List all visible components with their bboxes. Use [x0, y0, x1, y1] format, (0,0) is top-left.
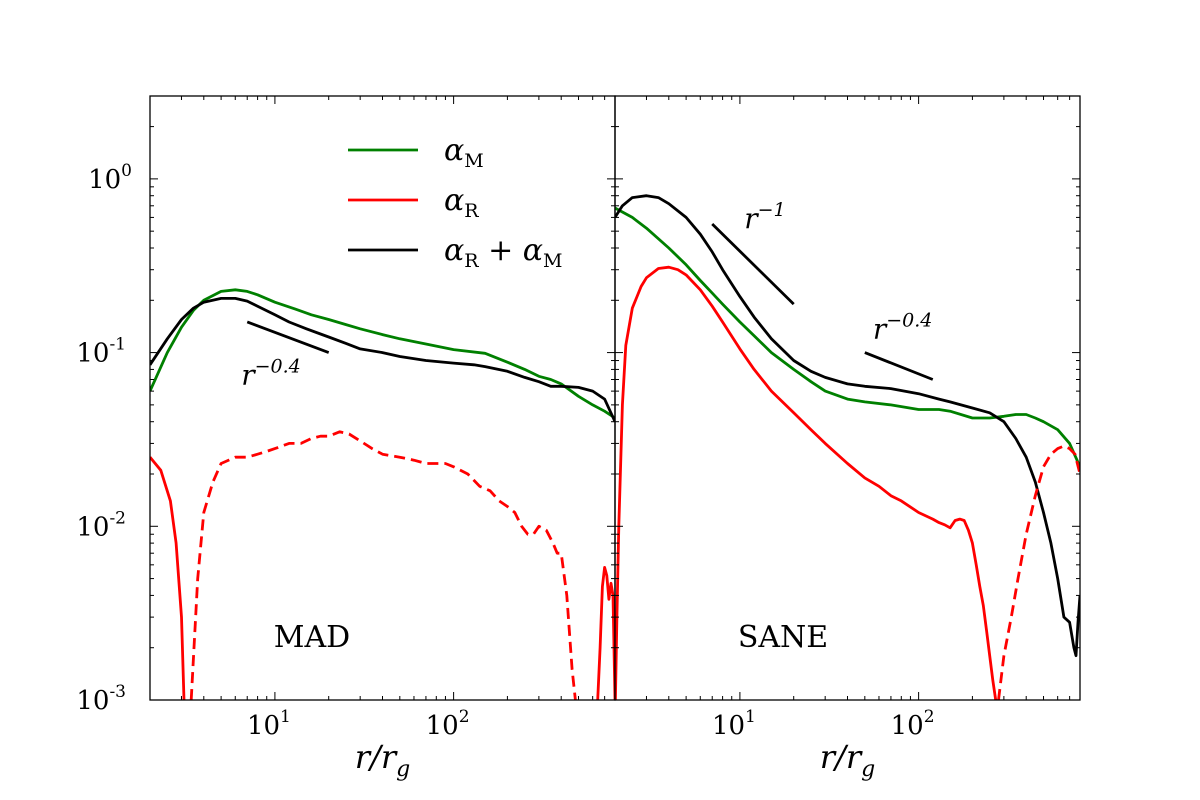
series-group — [150, 288, 615, 700]
series-group — [615, 194, 1080, 700]
series-line-1-3 — [997, 444, 1080, 700]
series-line-0-4 — [596, 566, 615, 700]
legend-entry: αR — [444, 183, 479, 222]
panel-label: SANE — [738, 620, 828, 655]
power-law-line — [864, 351, 934, 381]
series-line-0-2 — [150, 456, 186, 700]
legend-entry: αR + αM — [444, 233, 563, 272]
x-axis-label: r/rg — [355, 738, 410, 782]
x-axis-label: r/rg — [820, 738, 875, 782]
series-line-0-0 — [150, 288, 615, 420]
y-tick-label: 10-2 — [76, 508, 126, 542]
x-tick-label: 102 — [891, 707, 935, 741]
legend: αM αR αR + αM — [348, 133, 563, 272]
legend-entry: αM — [444, 133, 484, 172]
power-law-label: r−0.4 — [873, 310, 933, 346]
series-line-1-2 — [615, 265, 998, 700]
x-tick-label: 102 — [426, 707, 470, 741]
y-tick-label: 100 — [88, 161, 132, 195]
series-line-1-0 — [615, 206, 1080, 468]
panel-sane: 101 102 r/rg SANE r−1 r−0.4 — [614, 95, 1081, 782]
series-line-0-1 — [150, 296, 615, 423]
plot-frame — [149, 95, 616, 701]
y-tick-label: 10-3 — [76, 682, 126, 716]
x-tick-label: 101 — [247, 707, 291, 741]
power-law-line — [711, 222, 795, 306]
power-law-line — [246, 320, 330, 354]
x-tick-label: 101 — [712, 707, 756, 741]
panels-layer: 100 10-1 10-2 10-3 101 102 r/rg MAD r−0.4 101 102 r… — [76, 95, 1081, 782]
series-line-1-1 — [615, 194, 1080, 658]
power-law-label: r−0.4 — [241, 356, 301, 392]
panel-mad: 100 10-1 10-2 10-3 101 102 r/rg MAD r−0.4 — [76, 95, 616, 782]
power-law-label: r−1 — [744, 199, 785, 235]
panel-label: MAD — [274, 620, 350, 655]
series-line-0-3 — [189, 430, 577, 700]
y-tick-label: 10-1 — [76, 335, 126, 369]
